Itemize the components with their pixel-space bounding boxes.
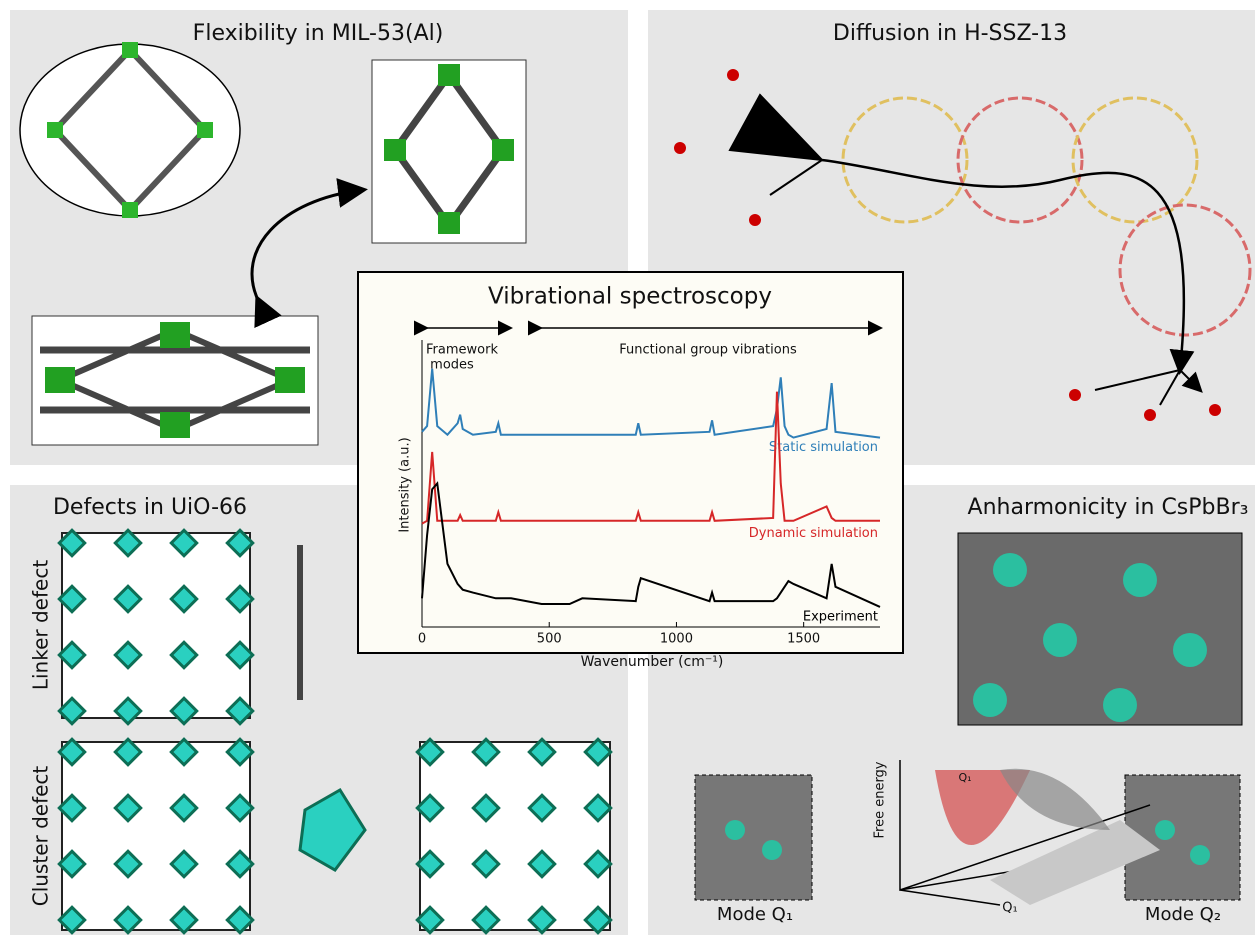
- axis-label: Q₁: [958, 771, 971, 784]
- series-label: Dynamic simulation: [749, 526, 878, 541]
- side-label: Cluster defect: [29, 766, 53, 907]
- panel-title: Anharmonicity in CsPbBr₃: [968, 495, 1249, 520]
- panel-title: Flexibility in MIL-53(Al): [193, 21, 444, 46]
- axis-label: Q₁: [1002, 901, 1017, 916]
- x-axis-label: Wavenumber (cm⁻¹): [581, 654, 724, 670]
- panel-title: Defects in UiO-66: [53, 495, 247, 520]
- x-tick-label: 1000: [660, 632, 693, 647]
- mode-label: Mode Q₂: [1145, 904, 1221, 925]
- series-label: Static simulation: [769, 440, 878, 455]
- axis-label: Free energy: [873, 761, 888, 838]
- annotation: Framework: [426, 343, 498, 358]
- side-label: Linker defect: [29, 560, 53, 690]
- annotation: Functional group vibrations: [619, 343, 797, 358]
- page: Flexibility in MIL-53(Al) Diffusion in H…: [0, 0, 1255, 935]
- panel-title: Diffusion in H-SSZ-13: [833, 21, 1067, 46]
- figure: Flexibility in MIL-53(Al) Diffusion in H…: [0, 0, 1255, 935]
- y-axis-label: Intensity (a.u.): [398, 437, 413, 532]
- x-tick-label: 500: [537, 632, 562, 647]
- series-label: Experiment: [803, 609, 878, 624]
- annotation: modes: [430, 358, 474, 373]
- mode-label: Mode Q₁: [717, 904, 793, 925]
- x-tick-label: 1500: [787, 632, 820, 647]
- x-tick-label: 0: [418, 632, 426, 647]
- chart-title: Vibrational spectroscopy: [488, 284, 772, 310]
